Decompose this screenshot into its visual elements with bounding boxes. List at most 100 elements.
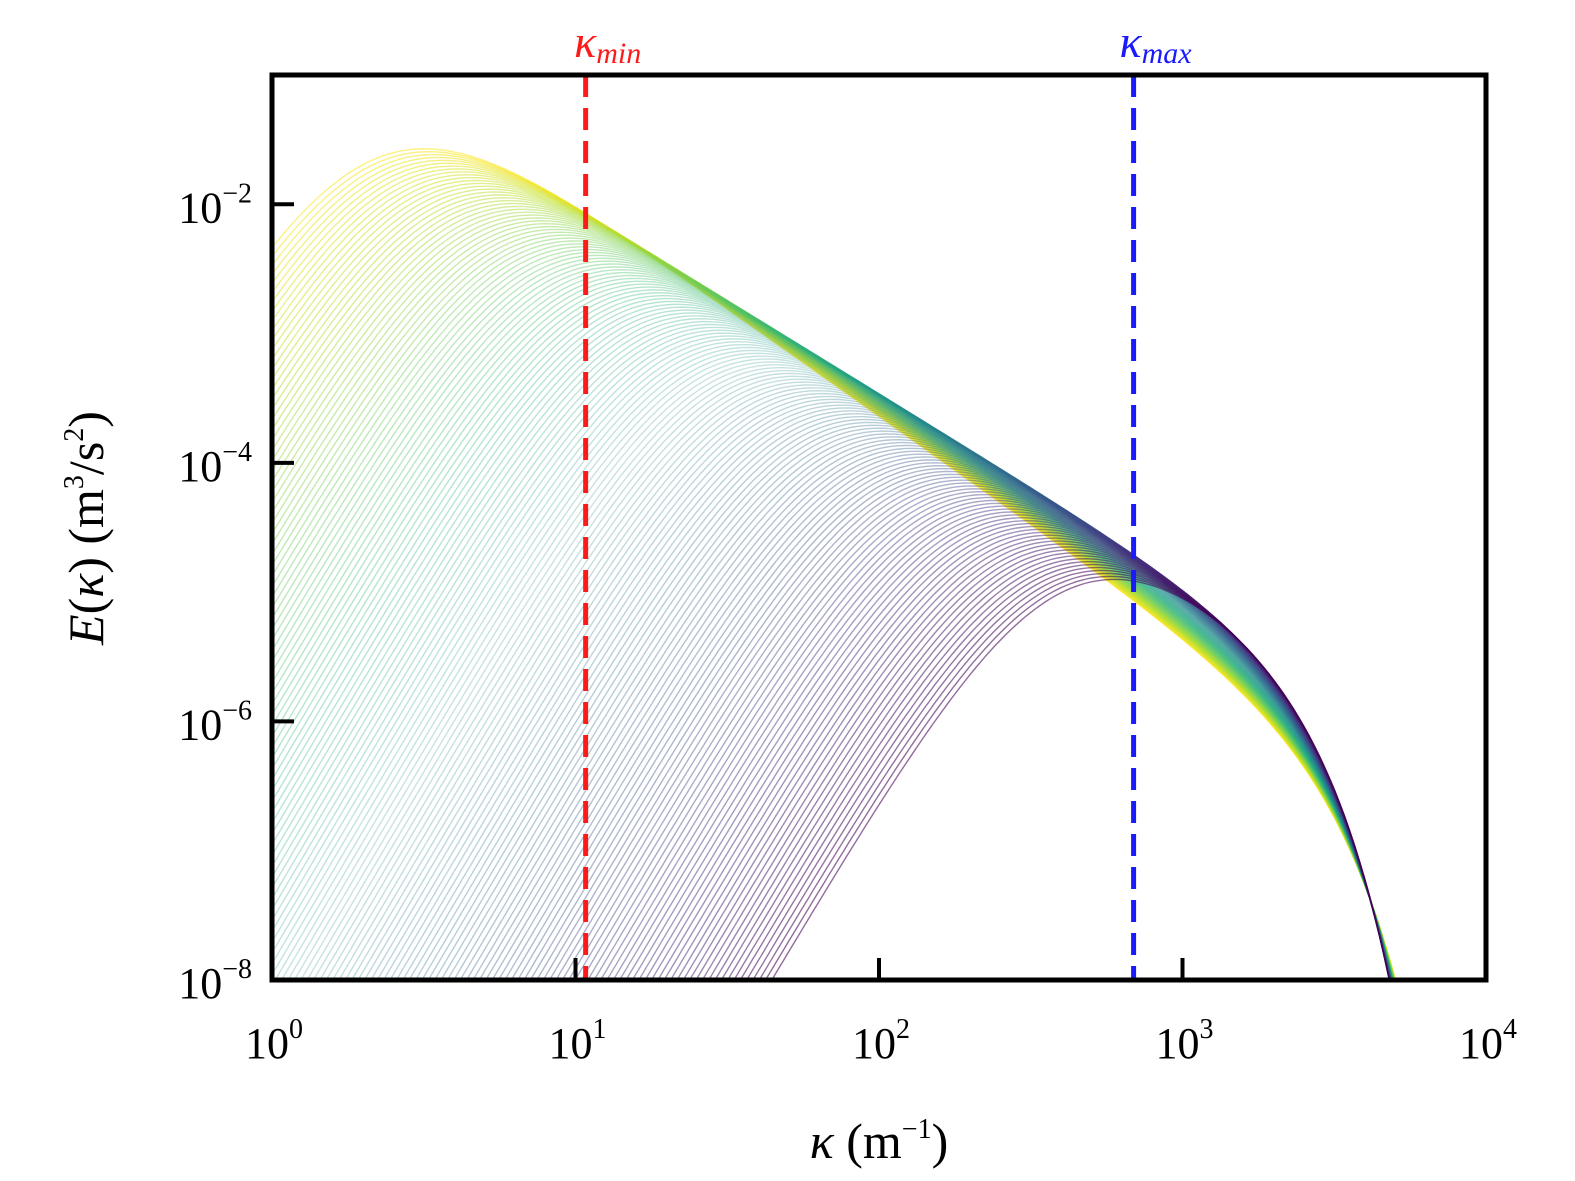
spectrum-curve bbox=[272, 315, 1394, 980]
spectrum-curve bbox=[478, 444, 1392, 980]
spectrum-curve bbox=[504, 456, 1392, 980]
spectrum-curve bbox=[272, 323, 1394, 980]
spectrum-curve bbox=[272, 277, 1394, 980]
spectrum-curve bbox=[312, 369, 1393, 980]
spectrum-curve bbox=[752, 569, 1391, 980]
spectrum-curve bbox=[272, 266, 1394, 980]
spectrum-curve bbox=[272, 297, 1394, 980]
spectrum-curve bbox=[612, 505, 1391, 980]
spectrum-curve bbox=[650, 522, 1391, 980]
spectrum-curve bbox=[272, 341, 1393, 980]
spectrum-curve bbox=[272, 335, 1393, 980]
spectrum-curve bbox=[272, 295, 1394, 980]
x-tick-label: 102 bbox=[852, 1014, 910, 1068]
spectrum-curve bbox=[272, 280, 1394, 980]
y-tick-label: 10−4 bbox=[178, 437, 252, 491]
spectrum-curve bbox=[272, 274, 1394, 980]
spectrum-curve bbox=[593, 496, 1391, 980]
spectrum-curve bbox=[272, 237, 1395, 980]
spectrum-curve bbox=[580, 490, 1391, 980]
spectrum-curve bbox=[272, 303, 1394, 980]
spectrum-curve bbox=[272, 326, 1393, 980]
spectrum-curve bbox=[389, 404, 1392, 980]
spectrum-curve bbox=[523, 464, 1392, 980]
spectrum-curve bbox=[274, 352, 1393, 980]
y-tick-label: 10−6 bbox=[178, 695, 252, 749]
spectrum-curve bbox=[299, 364, 1393, 980]
y-axis-ticks: 10−8 10−6 10−4 10−2 bbox=[178, 178, 294, 1008]
spectrum-curve bbox=[272, 257, 1395, 980]
x-tick-label: 100 bbox=[245, 1014, 303, 1068]
spectrum-curve bbox=[548, 476, 1391, 980]
spectrum-curve bbox=[272, 220, 1395, 980]
spectrum-curve bbox=[306, 367, 1393, 980]
spectrum-curve bbox=[561, 482, 1391, 980]
spectrum-curve bbox=[272, 306, 1394, 980]
spectrum-curve bbox=[421, 418, 1392, 980]
spectrum-curve bbox=[272, 286, 1394, 980]
spectrum-curve bbox=[344, 384, 1393, 980]
spectrum-curve bbox=[446, 430, 1392, 980]
spectrum-curve bbox=[331, 378, 1393, 980]
spectrum-curve bbox=[272, 312, 1394, 980]
spectrum-curve bbox=[272, 234, 1395, 980]
spectrum-curve bbox=[491, 450, 1392, 980]
spectrum-curve bbox=[272, 205, 1396, 980]
spectrum-curve bbox=[408, 413, 1392, 980]
spectrum-curve bbox=[587, 493, 1391, 980]
spectrum-curve bbox=[272, 346, 1393, 980]
spectrum-curve bbox=[427, 421, 1392, 980]
spectrum-curve bbox=[272, 349, 1393, 980]
spectrum-curve bbox=[272, 208, 1395, 980]
spectrum-curves bbox=[272, 148, 1397, 980]
spectrum-curve bbox=[272, 272, 1394, 980]
spectrum-curve bbox=[272, 217, 1395, 980]
x-tick-label: 101 bbox=[549, 1014, 607, 1068]
spectrum-curve bbox=[497, 453, 1392, 980]
spectrum-curve bbox=[433, 424, 1392, 980]
spectrum-curve bbox=[272, 251, 1395, 980]
spectrum-curve bbox=[272, 243, 1395, 980]
spectrum-curve bbox=[370, 395, 1392, 980]
spectrum-curve bbox=[338, 381, 1393, 980]
spectrum-curve bbox=[440, 427, 1392, 980]
spectrum-curve bbox=[272, 344, 1393, 980]
spectrum-curve bbox=[535, 470, 1391, 980]
spectrum-curve bbox=[293, 361, 1393, 980]
spectrum-curve bbox=[272, 248, 1395, 980]
spectrum-curve bbox=[414, 416, 1392, 980]
spectrum-curve bbox=[771, 578, 1391, 980]
spectrum-curve bbox=[453, 433, 1392, 980]
spectrum-curve bbox=[484, 447, 1392, 980]
spectrum-curve bbox=[318, 372, 1393, 980]
spectrum-curve bbox=[350, 387, 1393, 980]
spectrum-curve bbox=[272, 309, 1394, 980]
spectrum-curve bbox=[272, 222, 1395, 980]
spectrum-curve bbox=[272, 317, 1394, 980]
spectrum-curve bbox=[272, 338, 1393, 980]
spectrum-curve bbox=[272, 240, 1395, 980]
kappa-min-label: κmin bbox=[574, 16, 641, 70]
spectrum-curve bbox=[465, 438, 1392, 980]
x-axis-ticks: 100 101 102 103 104 bbox=[245, 958, 1517, 1068]
spectrum-curve bbox=[272, 214, 1395, 980]
wavenumber-markers: κmin κmax bbox=[574, 16, 1192, 980]
spectrum-curve bbox=[376, 398, 1392, 980]
spectrum-curve bbox=[574, 488, 1391, 980]
spectrum-curve bbox=[510, 459, 1392, 980]
spectrum-curve bbox=[272, 263, 1394, 980]
spectrum-curve bbox=[567, 485, 1391, 980]
spectrum-curve bbox=[272, 329, 1393, 980]
spectrum-curve bbox=[272, 269, 1394, 980]
spectrum-curve bbox=[272, 289, 1394, 980]
spectrum-curve bbox=[272, 225, 1395, 980]
spectrum-curve bbox=[272, 231, 1395, 980]
spectrum-curve bbox=[272, 320, 1394, 980]
y-tick-label: 10−8 bbox=[178, 954, 252, 1008]
spectrum-curve bbox=[720, 555, 1391, 980]
spectrum-curve bbox=[669, 531, 1391, 980]
spectrum-curve bbox=[695, 543, 1391, 980]
plot-frame bbox=[269, 72, 1489, 983]
kappa-max-label: κmax bbox=[1120, 16, 1193, 70]
